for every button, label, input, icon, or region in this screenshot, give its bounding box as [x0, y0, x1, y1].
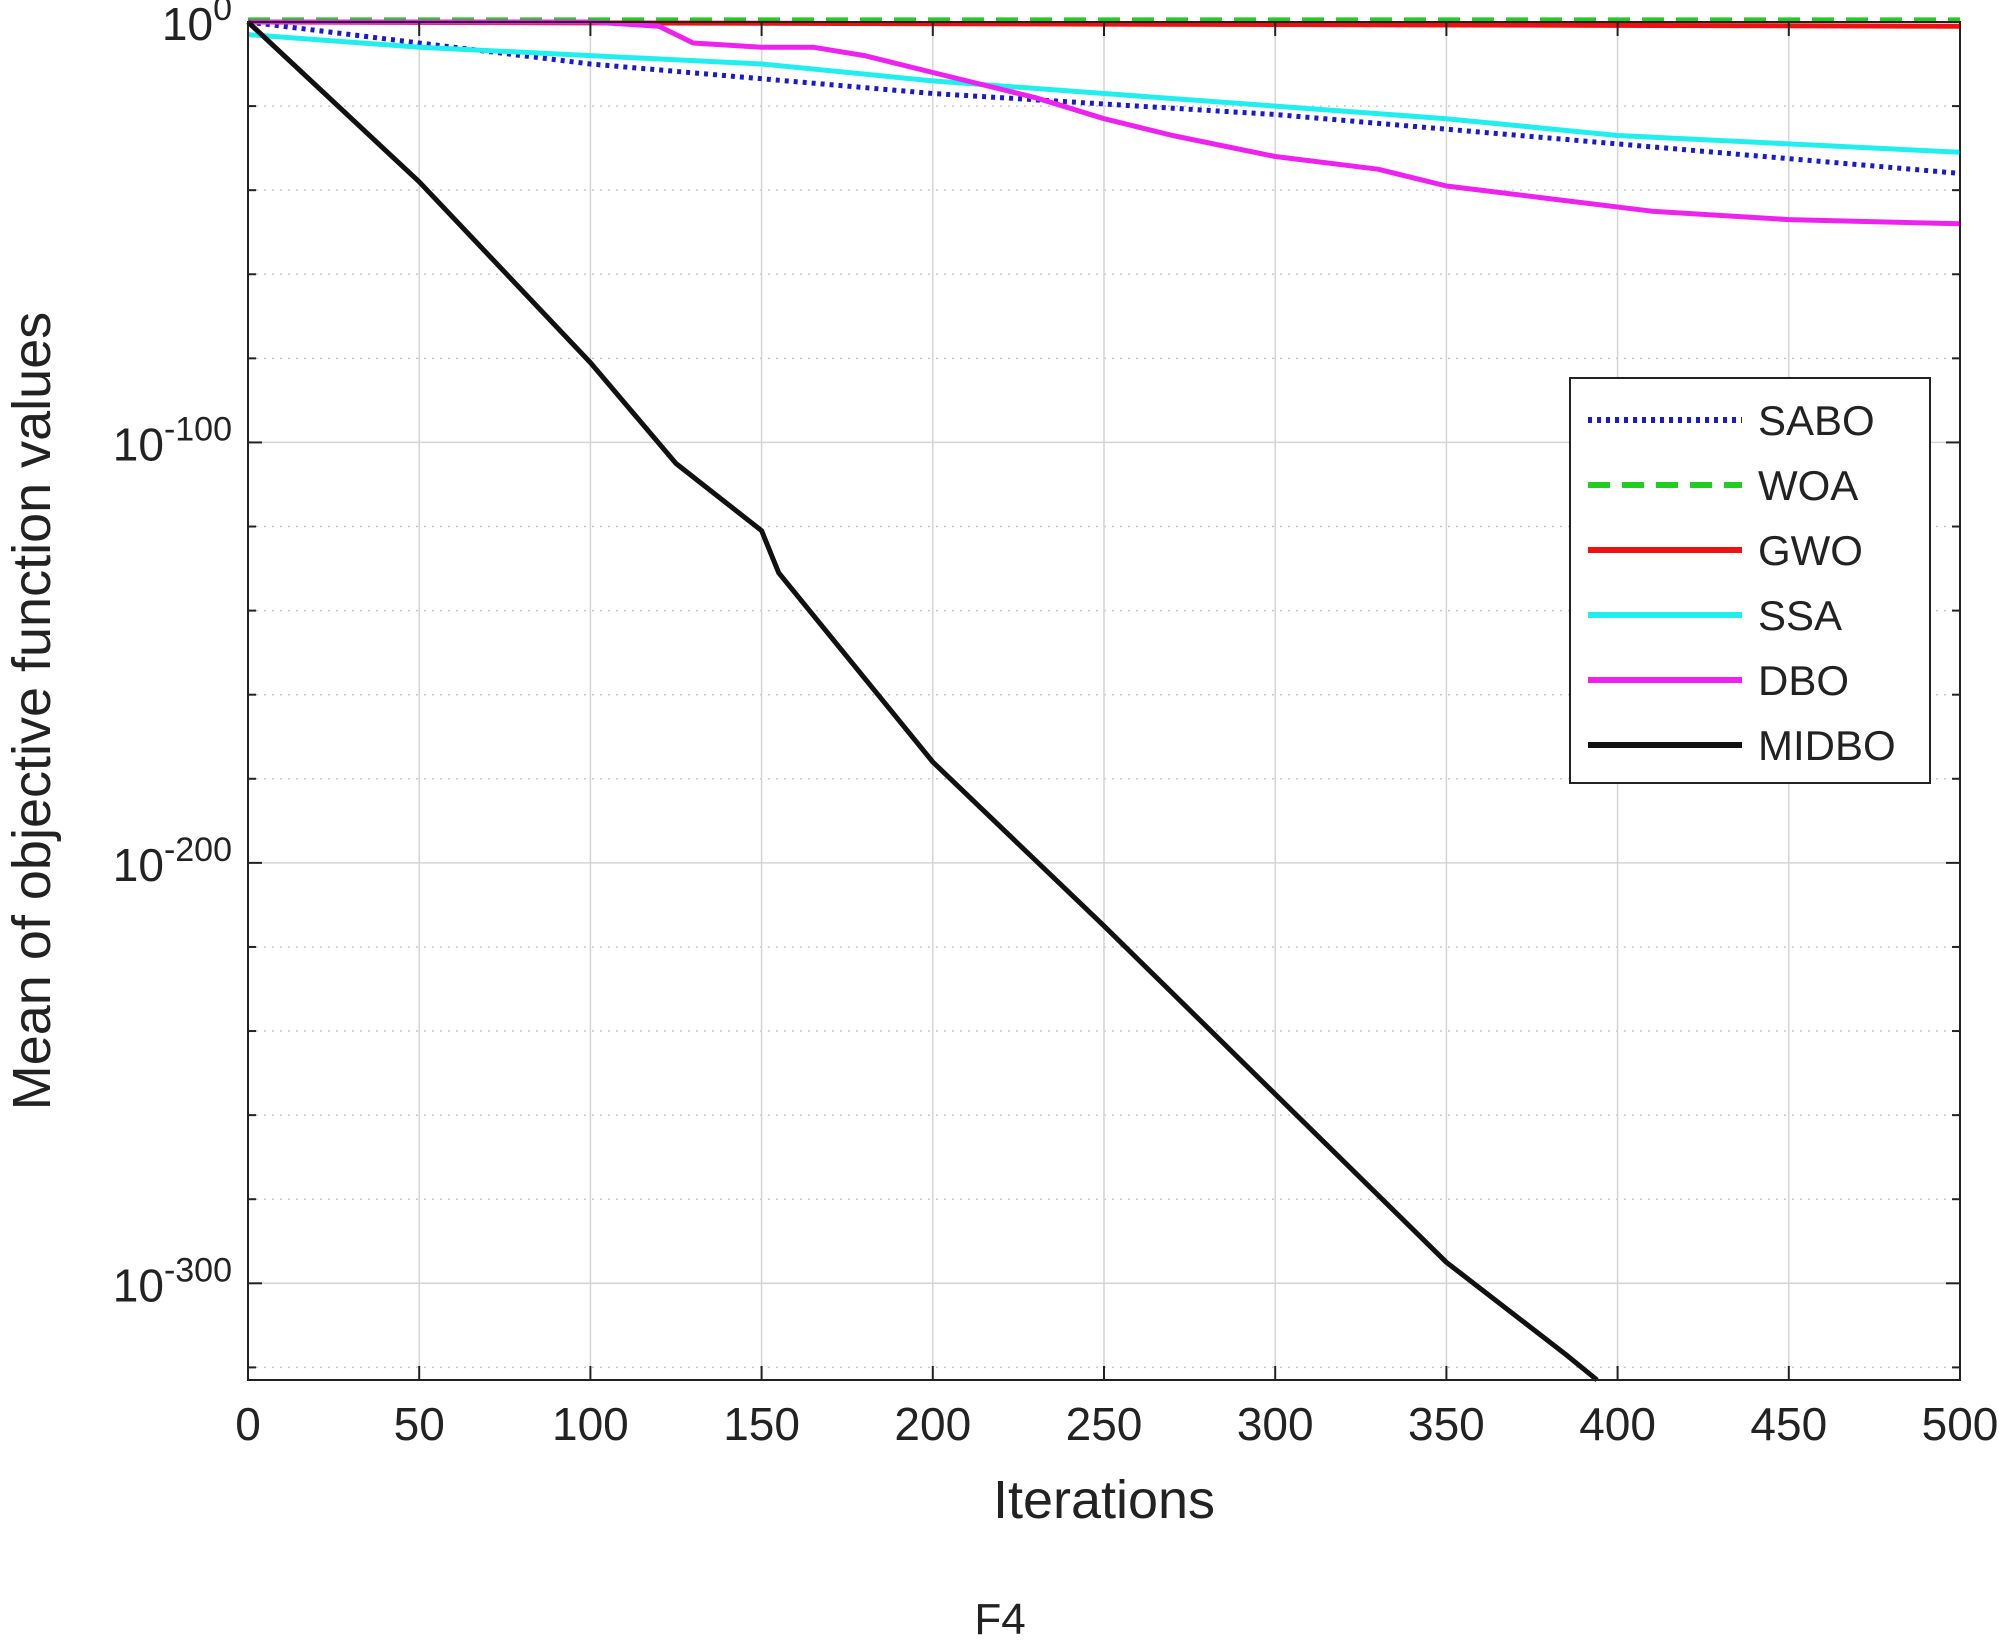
x-axis-label: Iterations — [993, 1470, 1215, 1530]
legend-label-ssa: SSA — [1758, 592, 1842, 639]
chart: 0 50 100 150 200 250 300 350 400 450 500 100 10-100 1… — [2, 0, 1999, 1530]
x-tick-label: 250 — [1066, 1398, 1143, 1450]
series-line-dbo — [248, 19, 1961, 227]
x-tick-label: 450 — [1750, 1398, 1827, 1450]
legend-label-gwo: GWO — [1758, 527, 1863, 574]
y-tick-label: 100 — [162, 0, 232, 50]
series-line-midbo — [246, 20, 1599, 1382]
y-tick-label: 10-300 — [113, 1251, 232, 1311]
x-tick-label: 200 — [894, 1398, 971, 1450]
y-axis-label: Mean of objective function values — [2, 312, 62, 1110]
x-tick-label: 0 — [235, 1398, 261, 1450]
grid — [248, 21, 1960, 1380]
figure-caption: F4 — [974, 1595, 1026, 1644]
series-line-sabo — [247, 19, 1961, 176]
legend-label-midbo: MIDBO — [1758, 722, 1896, 769]
y-tick-label: 10-100 — [113, 410, 232, 470]
y-tick-label: 10-200 — [113, 831, 232, 891]
x-tick-label: 150 — [723, 1398, 800, 1450]
x-tick-label: 50 — [394, 1398, 445, 1450]
x-tick-label: 300 — [1237, 1398, 1314, 1450]
legend-label-sabo: SABO — [1758, 397, 1875, 444]
legend-box — [1569, 377, 1931, 784]
legend: SABO WOA GWO SSA DBO MIDBO — [1569, 377, 1931, 784]
series-line-ssa — [247, 32, 1961, 155]
x-tick-label: 100 — [552, 1398, 629, 1450]
legend-label-dbo: DBO — [1758, 657, 1849, 704]
x-tick-label: 350 — [1408, 1398, 1485, 1450]
x-tick-label: 500 — [1922, 1398, 1999, 1450]
legend-label-woa: WOA — [1758, 462, 1858, 509]
x-tick-label: 400 — [1579, 1398, 1656, 1450]
